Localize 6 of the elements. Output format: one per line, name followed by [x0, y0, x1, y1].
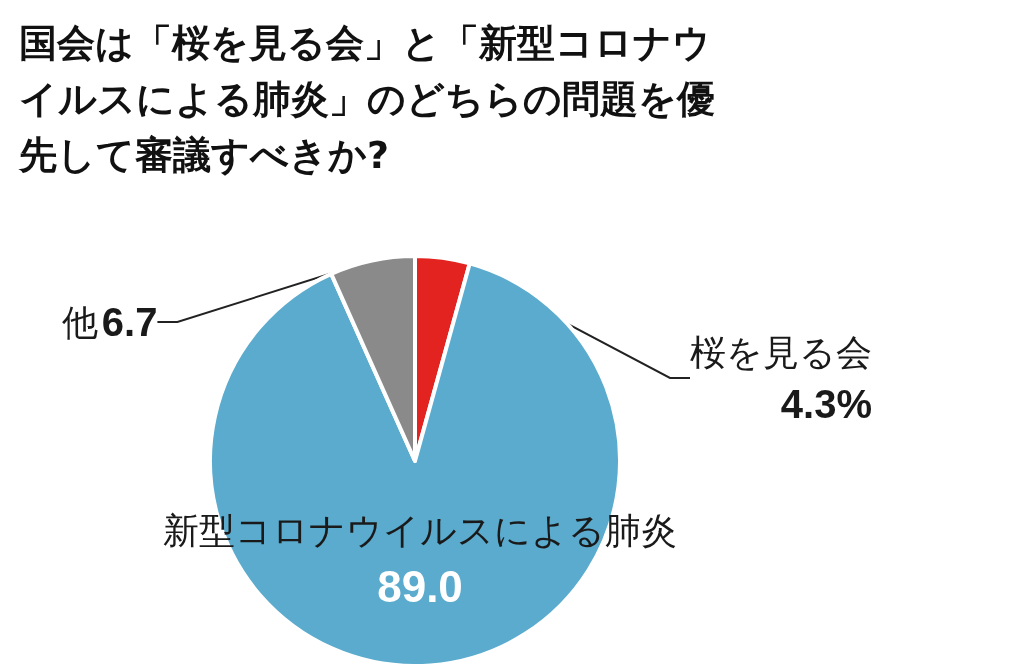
data-label: 6.7: [101, 300, 158, 344]
chart-title: 国会は「桜を見る会」と「新型コロナウイルスによる肺炎」のどちらの問題を優先して審議すべきか?: [18, 21, 715, 177]
data-label: 89.0: [377, 561, 463, 611]
slice-label: 桜を見る会: [690, 331, 872, 373]
slice-label: 他: [62, 301, 98, 343]
data-label: 4.3%: [780, 382, 872, 426]
